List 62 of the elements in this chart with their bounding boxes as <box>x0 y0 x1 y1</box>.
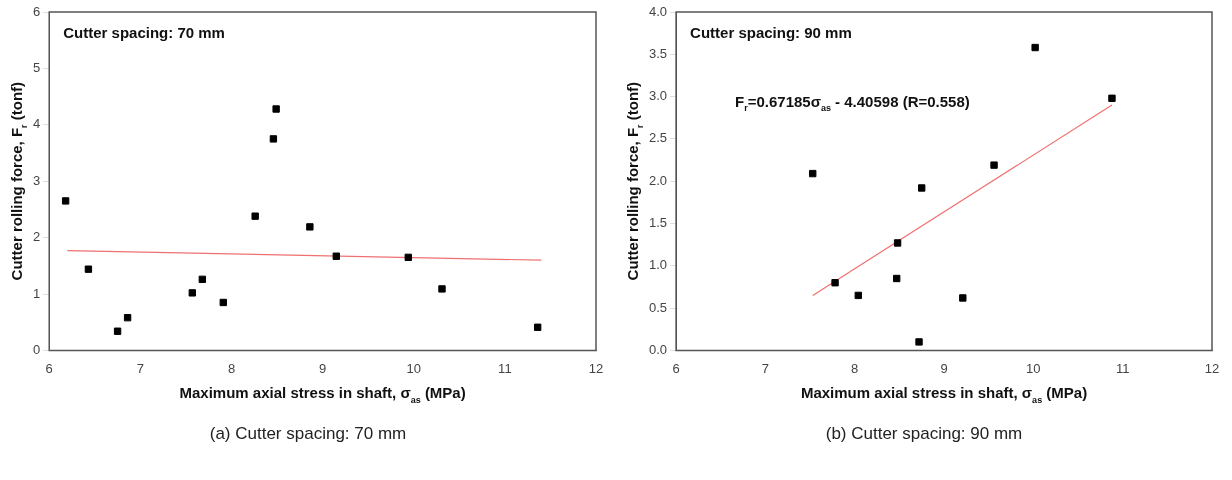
y-tick-label: 5 <box>33 59 41 75</box>
y-tick-label: 1.5 <box>648 215 668 231</box>
y-tick-label: 1.0 <box>648 257 668 273</box>
point <box>61 197 70 205</box>
y-tick-label: 4 <box>33 116 41 132</box>
point <box>219 298 227 307</box>
y-axis-title: Cutter rolling force, Fr (tonf) <box>8 81 29 281</box>
point <box>893 274 901 283</box>
point <box>251 212 259 220</box>
x-tick-label: 12 <box>1204 360 1220 376</box>
x-tick-label: 6 <box>45 360 53 376</box>
y-tick-label: 3.5 <box>648 45 668 61</box>
point <box>123 314 132 322</box>
point <box>854 291 862 300</box>
point <box>188 289 196 297</box>
x-tick-label: 6 <box>672 360 680 376</box>
y-tick-label: 0 <box>33 341 41 357</box>
y-axis-title: Cutter rolling force, Fr (tonf) <box>624 81 645 281</box>
point <box>1031 43 1039 52</box>
y-tick-label: 3 <box>33 172 41 188</box>
point <box>404 253 412 262</box>
x-tick-label: 11 <box>1115 360 1130 376</box>
point <box>84 265 93 273</box>
point <box>534 323 542 331</box>
y-tick-label: 4.0 <box>648 3 668 19</box>
point <box>990 161 998 169</box>
x-tick-label: 9 <box>319 360 327 376</box>
x-tick-label: 11 <box>498 360 512 376</box>
point <box>198 275 207 284</box>
y-tick-label: 2.0 <box>648 172 668 188</box>
point <box>306 223 314 231</box>
point <box>809 169 817 178</box>
text: (b) Cutter spacing: 90 mm <box>824 424 1024 444</box>
x-tick-label: 10 <box>1026 360 1041 376</box>
annotation: Cutter spacing: 90 mm <box>690 24 852 41</box>
annotation: Cutter spacing: 70 mm <box>63 24 225 41</box>
y-tick-label: 2 <box>33 229 41 245</box>
point <box>1108 94 1116 102</box>
x-tick-label: 10 <box>406 360 421 376</box>
y-tick-label: 0.0 <box>648 341 668 357</box>
y-tick-label: 1 <box>33 285 41 301</box>
point <box>831 279 839 287</box>
point <box>272 105 280 113</box>
point <box>918 184 926 192</box>
x-tick-label: 7 <box>761 360 770 376</box>
point <box>269 135 278 143</box>
x-tick-label: 8 <box>227 360 236 376</box>
x-tick-label: 7 <box>136 360 144 376</box>
point <box>959 294 967 302</box>
point <box>915 338 923 346</box>
y-tick-label: 2.5 <box>648 130 668 146</box>
point <box>113 327 122 335</box>
y-tick-label: 6 <box>33 3 41 19</box>
point <box>438 285 446 293</box>
x-tick-label: 9 <box>940 360 948 376</box>
y-tick-label: 3.0 <box>648 88 668 104</box>
x-tick-label: 12 <box>588 360 604 376</box>
x-tick-label: 8 <box>851 360 859 376</box>
point <box>332 252 340 260</box>
text: (a) Cutter spacing: 70 mm <box>208 424 408 444</box>
point <box>893 239 902 247</box>
y-tick-label: 0.5 <box>648 299 668 315</box>
